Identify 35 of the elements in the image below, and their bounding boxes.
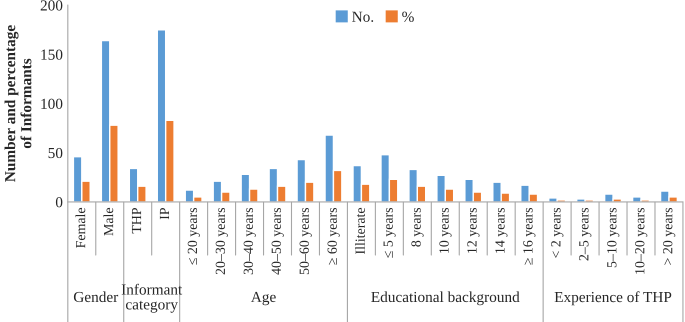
text: Informant category bbox=[122, 284, 182, 313]
y-tick-label: 0 bbox=[56, 197, 62, 208]
x-tick-label: 10 years bbox=[439, 208, 452, 253]
x-tick-label: 20–30 years bbox=[216, 208, 228, 274]
y-tick-label: 200 bbox=[40, 0, 62, 11]
x-tick-label: ≥ 16 years bbox=[523, 208, 536, 265]
y-tick-label: 150 bbox=[41, 49, 62, 60]
x-tick-label: Illiterate bbox=[355, 208, 365, 254]
x-tick-label: 30–40 years bbox=[244, 208, 256, 274]
x-tick-label: ≥ 60 years bbox=[328, 208, 340, 265]
x-tick-label: 2–5 years bbox=[579, 208, 592, 260]
x-tick-label: 8 years bbox=[411, 208, 424, 247]
x-tick-label: 40–50 years bbox=[272, 208, 284, 275]
x-tick-label: IP bbox=[160, 208, 170, 220]
x-tick-label: 5–10 years bbox=[607, 208, 620, 268]
x-tick-label: Female bbox=[75, 208, 86, 248]
x-tick-label: 10–20 years bbox=[635, 208, 648, 274]
x-tick-label: < 2 years bbox=[551, 208, 564, 258]
y-tick-label: 50 bbox=[48, 148, 62, 158]
legend-label: No. bbox=[352, 12, 374, 22]
y-tick-label: 100 bbox=[41, 98, 62, 109]
x-tick-label: ≤ 5 years bbox=[384, 208, 396, 258]
x-tick-label: 50–60 years bbox=[300, 208, 312, 274]
x-tick-label: ≤ 20 years bbox=[188, 208, 200, 265]
y-axis-title: Number and percentage of Informants bbox=[4, 25, 32, 182]
x-tick-label: 14 years bbox=[495, 208, 508, 253]
x-tick-label: 12 years bbox=[467, 208, 480, 253]
text: Experience of THP bbox=[554, 291, 672, 306]
text: Gender bbox=[74, 291, 118, 302]
x-tick-label: Male bbox=[103, 208, 114, 236]
text: Age bbox=[250, 292, 276, 306]
legend-label: % bbox=[402, 12, 414, 22]
text: Educational background bbox=[371, 291, 520, 306]
x-tick-label: > 20 years bbox=[663, 208, 676, 265]
x-tick-label: THP bbox=[132, 208, 142, 234]
